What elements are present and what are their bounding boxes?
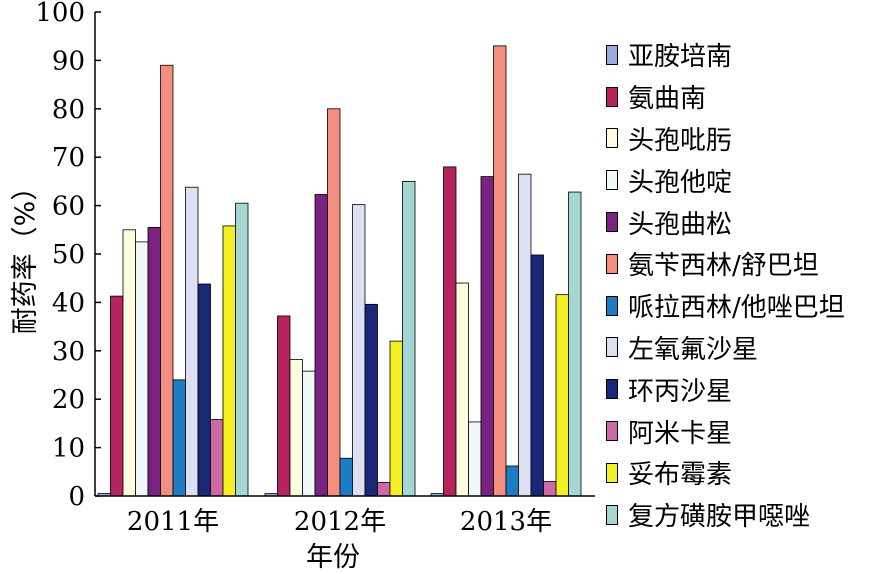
x-tick-label: 2011年 xyxy=(127,507,219,537)
legend-label: 头孢曲松 xyxy=(628,209,733,240)
y-tick-label: 40 xyxy=(52,288,85,318)
bar xyxy=(135,241,149,497)
bar xyxy=(352,204,366,497)
bar xyxy=(289,359,303,497)
legend-item: 头孢曲松 xyxy=(606,201,845,243)
bar xyxy=(339,457,353,497)
x-tick-label: 2013年 xyxy=(460,507,552,537)
y-tick-label: 90 xyxy=(52,46,85,76)
legend-label: 妥布霉素 xyxy=(628,460,733,491)
bar xyxy=(402,180,416,497)
bar xyxy=(277,315,291,497)
bar xyxy=(147,226,161,497)
legend-item: 氨曲南 xyxy=(606,76,845,118)
y-axis-title: 耐药率（%） xyxy=(10,174,41,335)
legend-item: 亚胺培南 xyxy=(606,34,845,76)
legend-label: 亚胺培南 xyxy=(628,42,733,73)
y-tick-label: 50 xyxy=(52,240,85,270)
legend-swatch xyxy=(606,253,618,274)
legend-label: 头孢他啶 xyxy=(628,167,733,198)
legend-swatch xyxy=(606,170,618,191)
bar xyxy=(443,166,457,497)
y-tick-label: 60 xyxy=(52,192,85,222)
bar xyxy=(160,64,174,497)
legend-label: 氨曲南 xyxy=(628,84,707,115)
legend-label: 头孢吡肟 xyxy=(628,125,733,156)
bars xyxy=(97,45,582,497)
legend: 亚胺培南氨曲南头孢吡肟头孢他啶头孢曲松氨苄西林/舒巴坦 哌拉西林/他唑巴坦 左氧氟沙… xyxy=(606,34,845,536)
bar xyxy=(530,254,544,497)
bar xyxy=(377,482,391,497)
bar xyxy=(518,173,532,497)
legend-item: 头孢他啶 xyxy=(606,159,845,201)
legend-label: 环丙沙星 xyxy=(628,376,733,407)
y-axis-ticks: 0 10 20 30 40 50 60 70 80 90 100 xyxy=(35,0,101,512)
bar xyxy=(364,303,378,497)
legend-item: 哌拉西林/他唑巴坦 xyxy=(606,285,845,327)
bar xyxy=(110,295,124,497)
legend-item: 环丙沙星 xyxy=(606,368,845,410)
legend-swatch xyxy=(606,421,618,442)
y-tick-label: 70 xyxy=(52,143,85,173)
bar xyxy=(555,294,569,497)
bar xyxy=(493,45,507,497)
legend-label: 阿米卡星 xyxy=(628,418,733,449)
x-tick-label: 2012年 xyxy=(294,507,386,537)
legend-item: 氨苄西林/舒巴坦 xyxy=(606,243,845,285)
legend-swatch xyxy=(606,86,618,107)
bar xyxy=(314,194,328,497)
legend-swatch xyxy=(606,295,618,316)
legend-item: 头孢吡肟 xyxy=(606,118,845,160)
legend-item: 复方磺胺甲噁唑 xyxy=(606,494,845,536)
legend-swatch xyxy=(606,504,618,525)
bar xyxy=(222,225,236,497)
bar xyxy=(197,283,211,497)
x-axis-labels: 2011年 2012年 2013年 xyxy=(127,507,552,537)
bar xyxy=(210,419,224,497)
bar xyxy=(455,282,469,497)
legend-item: 妥布霉素 xyxy=(606,452,845,494)
bar xyxy=(327,108,341,497)
legend-swatch xyxy=(606,212,618,233)
legend-swatch xyxy=(606,128,618,149)
bar xyxy=(505,465,519,497)
bar xyxy=(235,202,249,497)
bar xyxy=(568,191,582,497)
legend-label: 复方磺胺甲噁唑 xyxy=(628,502,811,533)
bar xyxy=(468,421,482,497)
y-tick-label: 30 xyxy=(52,337,85,367)
legend-swatch xyxy=(606,379,618,400)
bar xyxy=(302,370,316,497)
legend-label: 氨苄西林/舒巴坦 xyxy=(628,251,819,282)
bar xyxy=(480,176,494,497)
y-tick-label: 80 xyxy=(52,95,85,125)
x-axis-title: 年份 xyxy=(306,542,360,573)
bar xyxy=(172,379,186,497)
y-tick-label: 0 xyxy=(68,482,85,512)
legend-label: 哌拉西林/他唑巴坦 xyxy=(628,293,845,324)
legend-swatch xyxy=(606,462,618,483)
bar xyxy=(122,229,136,497)
y-tick-label: 10 xyxy=(52,434,85,464)
bar xyxy=(389,340,403,497)
legend-item: 阿米卡星 xyxy=(606,410,845,452)
legend-item: 左氧氟沙星 xyxy=(606,327,845,369)
legend-swatch xyxy=(606,337,618,358)
y-tick-label: 100 xyxy=(35,0,85,28)
legend-swatch xyxy=(606,44,618,65)
bar xyxy=(543,481,557,497)
legend-label: 左氧氟沙星 xyxy=(628,334,759,365)
bar xyxy=(185,186,199,497)
y-tick-label: 20 xyxy=(52,385,85,415)
